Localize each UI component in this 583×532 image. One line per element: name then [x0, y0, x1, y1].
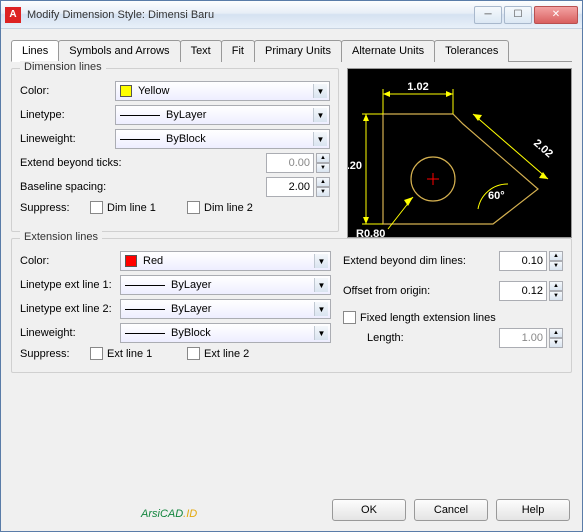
tab-text[interactable]: Text: [180, 40, 222, 62]
label-ext-lw: Lineweight:: [20, 327, 120, 339]
label-ext-color: Color:: [20, 255, 120, 267]
spinner-extend-ticks: ▲▼: [316, 153, 330, 173]
group-extension-lines: Extension lines Color: Red ▼ Linetype ex…: [11, 238, 572, 373]
tab-lines[interactable]: Lines: [11, 40, 59, 62]
dropdown-ext-lt2[interactable]: ByLayer ▼: [120, 299, 331, 319]
value-dim-lineweight: ByBlock: [166, 133, 206, 145]
chevron-down-icon: ▼: [313, 132, 327, 146]
spinner-extend-dim[interactable]: ▲▼: [549, 251, 563, 271]
window-title: Modify Dimension Style: Dimensi Baru: [27, 9, 472, 21]
titlebar[interactable]: A Modify Dimension Style: Dimensi Baru ─…: [1, 1, 582, 29]
chevron-down-icon: ▼: [314, 326, 328, 340]
legend-extension-lines: Extension lines: [20, 231, 102, 243]
maximize-button[interactable]: ☐: [504, 6, 532, 24]
line-icon: [120, 115, 160, 116]
chevron-down-icon: ▼: [313, 84, 327, 98]
line-icon: [120, 139, 160, 140]
spinner-baseline[interactable]: ▲▼: [316, 177, 330, 197]
tab-fit[interactable]: Fit: [221, 40, 255, 62]
label-offset: Offset from origin:: [343, 285, 499, 297]
tab-primary[interactable]: Primary Units: [254, 40, 342, 62]
chevron-down-icon: ▼: [314, 302, 328, 316]
label-dim-line1: Dim line 1: [107, 202, 187, 214]
line-icon: [125, 285, 165, 286]
svg-text:1.20: 1.20: [348, 160, 362, 172]
legend-dimension-lines: Dimension lines: [20, 61, 106, 73]
dropdown-dim-linetype[interactable]: ByLayer ▼: [115, 105, 330, 125]
line-icon: [125, 309, 165, 310]
dialog-window: A Modify Dimension Style: Dimensi Baru ─…: [0, 0, 583, 532]
dropdown-dim-color[interactable]: Yellow ▼: [115, 81, 330, 101]
dropdown-ext-lw[interactable]: ByBlock ▼: [120, 323, 331, 343]
input-length: 1.00: [499, 328, 547, 348]
ok-button[interactable]: OK: [332, 499, 406, 521]
dropdown-ext-color[interactable]: Red ▼: [120, 251, 331, 271]
checkbox-dim-line1[interactable]: [90, 201, 103, 214]
value-ext-color: Red: [143, 255, 163, 267]
value-ext-lw: ByBlock: [171, 327, 211, 339]
input-offset[interactable]: 0.12: [499, 281, 547, 301]
chevron-down-icon: ▼: [314, 254, 328, 268]
preview-svg: 1.02 1.20 2.02 60°: [348, 69, 573, 239]
value-ext-lt2: ByLayer: [171, 303, 211, 315]
checkbox-ext-line1[interactable]: [90, 347, 103, 360]
swatch-dim-color: [120, 85, 132, 97]
minimize-button[interactable]: ─: [474, 6, 502, 24]
svg-text:1.02: 1.02: [407, 81, 428, 93]
watermark: ArsiCAD.ID: [141, 497, 197, 523]
checkbox-fixed-length[interactable]: [343, 311, 356, 324]
svg-text:2.02: 2.02: [531, 137, 555, 160]
dialog-content: Lines Symbols and Arrows Text Fit Primar…: [1, 29, 582, 389]
chevron-down-icon: ▼: [313, 108, 327, 122]
label-fixed-length: Fixed length extension lines: [360, 312, 496, 324]
swatch-ext-color: [125, 255, 137, 267]
label-ext-suppress: Suppress:: [20, 348, 90, 360]
chevron-down-icon: ▼: [314, 278, 328, 292]
spinner-length: ▲▼: [549, 328, 563, 348]
label-ext-lt2: Linetype ext line 2:: [20, 303, 120, 315]
dropdown-ext-lt1[interactable]: ByLayer ▼: [120, 275, 331, 295]
label-ext-line2: Ext line 2: [204, 348, 249, 360]
input-extend-ticks: 0.00: [266, 153, 314, 173]
tab-tolerances[interactable]: Tolerances: [434, 40, 509, 62]
input-extend-dim[interactable]: 0.10: [499, 251, 547, 271]
label-extend-dim: Extend beyond dim lines:: [343, 255, 499, 267]
preview-pane: 1.02 1.20 2.02 60°: [347, 68, 572, 238]
tab-symbols[interactable]: Symbols and Arrows: [58, 40, 180, 62]
dropdown-dim-lineweight[interactable]: ByBlock ▼: [115, 129, 330, 149]
label-dim-linetype: Linetype:: [20, 109, 115, 121]
value-dim-color: Yellow: [138, 85, 169, 97]
value-dim-linetype: ByLayer: [166, 109, 206, 121]
group-dimension-lines: Dimension lines Color: Yellow ▼ Linetype…: [11, 68, 339, 232]
cancel-button[interactable]: Cancel: [414, 499, 488, 521]
value-ext-lt1: ByLayer: [171, 279, 211, 291]
tab-alternate[interactable]: Alternate Units: [341, 40, 435, 62]
label-dim-color: Color:: [20, 85, 115, 97]
label-length: Length:: [343, 332, 499, 344]
button-row: OK Cancel Help: [332, 499, 570, 521]
label-dim-line2: Dim line 2: [204, 202, 253, 214]
spinner-offset[interactable]: ▲▼: [549, 281, 563, 301]
label-dim-lineweight: Lineweight:: [20, 133, 115, 145]
label-extend-ticks: Extend beyond ticks:: [20, 157, 266, 169]
label-ext-line1: Ext line 1: [107, 348, 187, 360]
input-baseline[interactable]: 2.00: [266, 177, 314, 197]
app-icon: A: [5, 7, 21, 23]
watermark-a: ArsiCAD: [141, 508, 183, 520]
label-ext-lt1: Linetype ext line 1:: [20, 279, 120, 291]
checkbox-ext-line2[interactable]: [187, 347, 200, 360]
tab-bar: Lines Symbols and Arrows Text Fit Primar…: [11, 39, 572, 62]
line-icon: [125, 333, 165, 334]
checkbox-dim-line2[interactable]: [187, 201, 200, 214]
label-baseline: Baseline spacing:: [20, 181, 266, 193]
close-button[interactable]: ✕: [534, 6, 578, 24]
svg-text:60°: 60°: [488, 190, 505, 202]
help-button[interactable]: Help: [496, 499, 570, 521]
label-dim-suppress: Suppress:: [20, 202, 90, 214]
watermark-b: .ID: [183, 508, 197, 520]
